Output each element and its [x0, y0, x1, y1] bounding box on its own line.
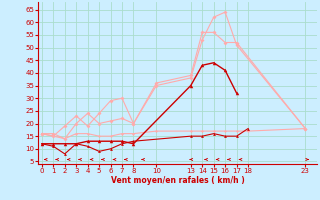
X-axis label: Vent moyen/en rafales ( km/h ): Vent moyen/en rafales ( km/h ) [111, 176, 244, 185]
